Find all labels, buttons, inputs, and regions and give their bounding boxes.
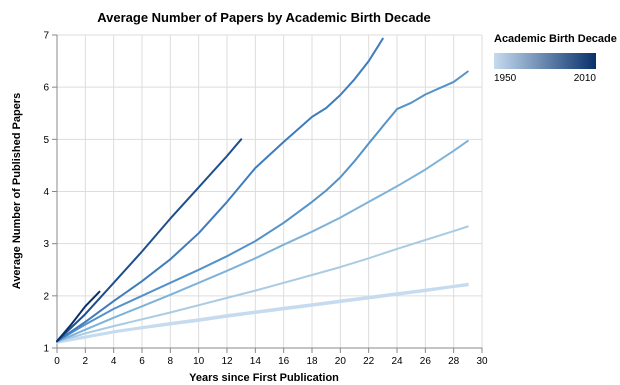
y-tick-label: 6 <box>43 83 49 94</box>
x-tick-label: 14 <box>250 356 262 367</box>
y-tick-label: 2 <box>43 291 49 302</box>
x-tick-label: 10 <box>193 356 205 367</box>
series-lines <box>56 37 469 344</box>
x-tick-label: 2 <box>83 356 89 367</box>
x-tick-label: 20 <box>335 356 347 367</box>
y-axis-title: Average Number of Published Papers <box>11 93 23 289</box>
x-axis-title: Years since First Publication <box>189 372 339 384</box>
series-line-3 <box>56 225 469 343</box>
series-line-1 <box>56 284 469 344</box>
series-line-7 <box>56 138 243 343</box>
y-tick-label: 1 <box>43 344 49 355</box>
x-tick-label: 30 <box>476 356 488 367</box>
x-tick-label: 18 <box>306 356 318 367</box>
series-line-5 <box>56 70 469 343</box>
legend-gradient-bar <box>494 53 596 69</box>
x-tick-label: 4 <box>111 356 117 367</box>
x-tick-label: 8 <box>168 356 174 367</box>
x-tick-label: 6 <box>139 356 145 367</box>
y-tick-label: 3 <box>43 239 49 250</box>
y-tick-label: 7 <box>43 31 49 42</box>
y-tick-label: 5 <box>43 135 49 146</box>
chart-title: Average Number of Papers by Academic Bir… <box>97 10 431 25</box>
legend-title: Academic Birth Decade <box>494 33 617 45</box>
x-tick-label: 16 <box>278 356 290 367</box>
series-line-4 <box>56 139 469 343</box>
series-line-6 <box>56 37 384 343</box>
x-tick-label: 28 <box>448 356 460 367</box>
series-line-2 <box>56 282 469 343</box>
grid <box>56 34 483 349</box>
x-tick-label: 24 <box>391 356 403 367</box>
legend: Academic Birth Decade 1950 2010 <box>494 33 617 84</box>
series-line-8 <box>56 290 101 343</box>
y-tick-label: 4 <box>43 187 49 198</box>
x-tick-label: 0 <box>54 356 60 367</box>
x-tick-label: 12 <box>221 356 233 367</box>
legend-min-label: 1950 <box>494 73 517 84</box>
x-tick-label: 22 <box>363 356 375 367</box>
x-tick-label: 26 <box>420 356 432 367</box>
legend-max-label: 2010 <box>574 73 597 84</box>
